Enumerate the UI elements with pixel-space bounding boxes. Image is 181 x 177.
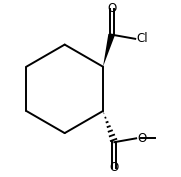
Text: O: O bbox=[107, 2, 116, 15]
Text: O: O bbox=[137, 132, 146, 145]
Text: O: O bbox=[110, 161, 119, 175]
Polygon shape bbox=[103, 34, 115, 67]
Text: Cl: Cl bbox=[136, 32, 148, 45]
